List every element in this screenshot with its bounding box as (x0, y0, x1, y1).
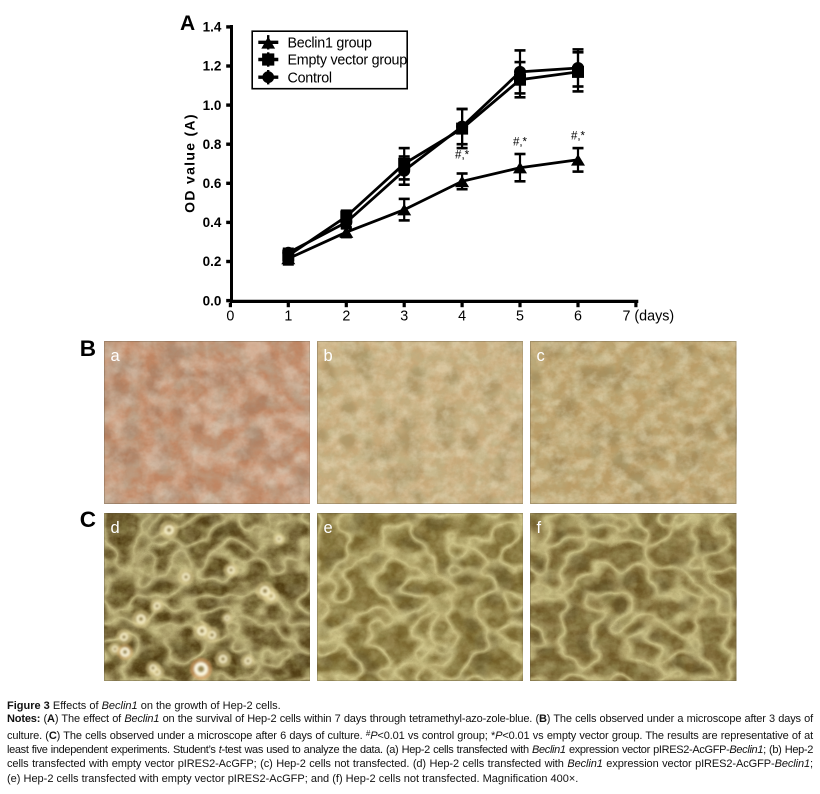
svg-text:0.4: 0.4 (203, 215, 222, 230)
svg-text:d: d (110, 519, 119, 537)
svg-text:#,*: #,* (571, 131, 586, 143)
svg-text:b: b (323, 347, 332, 365)
svg-text:7 (days): 7 (days) (623, 309, 675, 325)
svg-text:e: e (323, 519, 332, 537)
svg-text:0.8: 0.8 (203, 137, 222, 152)
svg-text:#,*: #,* (455, 150, 470, 162)
svg-text:Beclin1 group: Beclin1 group (288, 36, 372, 52)
svg-text:2: 2 (342, 309, 350, 325)
svg-text:4: 4 (458, 309, 466, 325)
svg-text:0.6: 0.6 (203, 176, 222, 191)
svg-text:6: 6 (574, 309, 582, 325)
svg-text:5: 5 (516, 309, 524, 325)
svg-text:1.0: 1.0 (203, 98, 222, 113)
svg-text:1: 1 (284, 309, 292, 325)
svg-text:1.4: 1.4 (203, 20, 222, 35)
svg-text:3: 3 (400, 309, 408, 325)
svg-text:A: A (180, 12, 195, 35)
svg-text:1.2: 1.2 (203, 59, 222, 74)
svg-text:0.2: 0.2 (203, 254, 222, 269)
svg-text:c: c (537, 347, 545, 365)
svg-text:0: 0 (226, 309, 234, 325)
svg-text:#,*: #,* (513, 137, 528, 149)
svg-text:f: f (537, 519, 542, 537)
svg-text:0.0: 0.0 (203, 293, 222, 308)
svg-text:a: a (110, 347, 120, 365)
svg-text:Control: Control (288, 70, 332, 86)
svg-text:OD value (A): OD value (A) (182, 113, 198, 213)
svg-text:Empty vector group: Empty vector group (288, 53, 408, 69)
